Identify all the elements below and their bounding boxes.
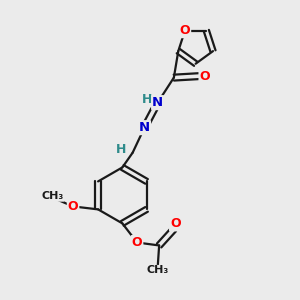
Text: CH₃: CH₃: [41, 191, 64, 201]
Text: O: O: [132, 236, 142, 249]
Text: N: N: [139, 121, 150, 134]
Text: O: O: [170, 218, 181, 230]
Text: O: O: [180, 24, 190, 37]
Text: O: O: [200, 70, 210, 83]
Text: N: N: [152, 96, 163, 109]
Text: CH₃: CH₃: [146, 266, 169, 275]
Text: H: H: [116, 143, 127, 156]
Text: H: H: [142, 93, 152, 106]
Text: O: O: [68, 200, 78, 213]
